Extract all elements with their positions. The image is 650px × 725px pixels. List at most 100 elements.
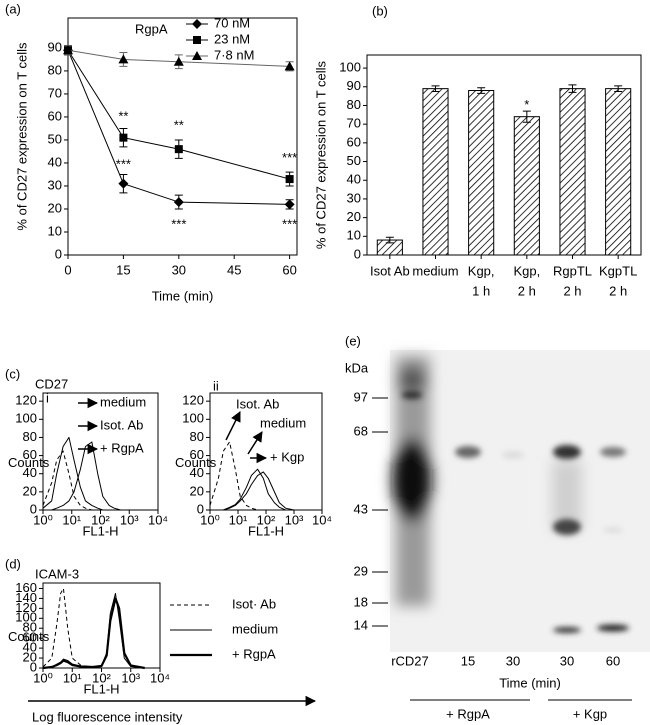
y-tick-label: 90: [48, 39, 62, 54]
series-line: [67, 49, 290, 180]
annotation: ***: [282, 217, 297, 232]
series-line: [42, 592, 145, 669]
panel-label: (e): [345, 333, 361, 348]
bar: [605, 88, 632, 256]
series-line: [42, 436, 130, 511]
y-tick-label: 100: [339, 60, 361, 75]
legend-label: 7·8 nM: [214, 47, 254, 62]
x-tick-label: 10³: [120, 512, 139, 527]
y-tick-label: 70: [48, 85, 62, 100]
marker: [174, 145, 183, 154]
lane-label: 15: [461, 653, 475, 668]
marker: [192, 51, 202, 60]
x-tick-label: 30: [172, 262, 186, 277]
y-tick-label: 80: [23, 429, 37, 444]
series-line: [67, 49, 290, 67]
lane-label: 30: [506, 653, 520, 668]
gel-bands: [402, 391, 629, 633]
marker: [284, 199, 295, 210]
panel-title: CD27: [35, 376, 68, 391]
legend-label: Isot· Ab: [232, 596, 276, 611]
y-tick-label: 0: [55, 246, 62, 261]
y-axis-label: % of CD27 expression on T cells: [313, 60, 328, 249]
error-bar: [614, 85, 623, 92]
x-tick-label: 10¹: [63, 670, 82, 685]
y-tick-label: 20: [23, 649, 37, 664]
panel-title: ICAM-3: [35, 566, 79, 581]
marker: [193, 36, 201, 44]
unit-label: kDa: [345, 360, 369, 375]
x-tick-label: Kgp,: [513, 263, 540, 278]
y-tick-label: 20: [347, 209, 361, 224]
y-tick-label: 20: [190, 483, 204, 498]
legend-label: + Kgp: [270, 449, 304, 464]
x-tick-label: 10¹: [229, 512, 248, 527]
legend-label: Isot. Ab: [100, 417, 143, 432]
x-tick-label: 10²: [257, 512, 276, 527]
panel-label: (a): [5, 1, 21, 16]
y-tick-label: 0: [197, 501, 204, 516]
marker-label: 43: [354, 501, 368, 516]
y-tick-label: 30: [48, 177, 62, 192]
marker: [284, 61, 295, 71]
y-tick-label: 40: [48, 154, 62, 169]
x-tick-label: 10⁰: [33, 670, 53, 685]
legend-title: RgpA: [135, 21, 168, 36]
y-tick-label: 160: [15, 580, 37, 595]
y-tick-label: 10: [347, 228, 361, 243]
y-tick-label: 0: [354, 246, 361, 261]
annotation: ***: [282, 150, 297, 165]
error-bar: [385, 236, 394, 244]
annotation: ***: [171, 217, 186, 232]
gel-bands: [392, 356, 582, 606]
bar: [422, 88, 449, 256]
y-tick-label: 40: [23, 465, 37, 480]
y-tick-label: 120: [15, 393, 37, 408]
y-tick-label: 100: [15, 411, 37, 426]
error-bar: [431, 85, 440, 92]
marker: [118, 54, 129, 64]
annotation: *: [524, 97, 529, 112]
legend-label: medium: [260, 415, 306, 430]
y-axis-label: Counts: [175, 455, 217, 470]
series-line: [43, 441, 130, 511]
marker: [173, 56, 184, 66]
x-axis-label: FL1-H: [83, 681, 119, 696]
y-tick-label: 40: [23, 640, 37, 655]
annotation: **: [174, 118, 184, 133]
marker-label: 68: [354, 423, 368, 438]
y-tick-label: 120: [182, 393, 204, 408]
y-tick-label: 50: [347, 153, 361, 168]
error-bar: [568, 84, 577, 93]
x-tick-label: 15: [116, 262, 130, 277]
x-tick-label: 10⁴: [312, 512, 332, 527]
x-tick-label: 2 h: [563, 283, 581, 298]
lane-label: rCD27: [391, 653, 429, 668]
series-line: [42, 587, 145, 669]
legend-label: 70 nM: [214, 15, 250, 30]
plot-frame: [42, 582, 161, 669]
x-tick-label: 10⁴: [148, 512, 168, 527]
x-axis-label: Time (min): [499, 675, 561, 690]
series-line: [42, 597, 145, 670]
x-tick-label: 10²: [92, 670, 111, 685]
x-tick-label: 2 h: [518, 283, 536, 298]
y-tick-label: 90: [347, 78, 361, 93]
legend-label: medium: [232, 621, 278, 636]
footnote: Log fluorescence intensity: [32, 709, 183, 724]
marker: [119, 133, 128, 142]
annotation: ***: [116, 157, 131, 172]
y-tick-label: 80: [190, 429, 204, 444]
x-tick-label: Isot Ab: [370, 263, 410, 278]
y-axis-label: Counts: [8, 455, 50, 470]
x-tick-label: 10⁰: [33, 512, 53, 527]
y-tick-label: 70: [347, 116, 361, 131]
group-label: + Kgp: [573, 706, 607, 721]
marker-label: 14: [354, 617, 368, 632]
marker-label: 97: [354, 389, 368, 404]
legend-arrow: [247, 431, 263, 455]
marker: [192, 19, 202, 29]
y-tick-label: 120: [15, 600, 37, 615]
x-tick-label: 10⁰: [200, 512, 220, 527]
